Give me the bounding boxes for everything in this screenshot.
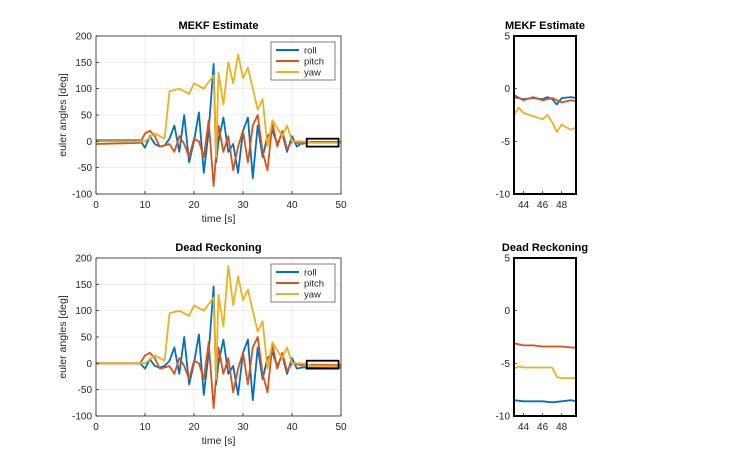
x-tick-label: 50: [335, 200, 347, 211]
y-tick-label: -10: [496, 190, 511, 201]
x-tick-label: 48: [556, 422, 568, 433]
legend-label-yaw: yaw: [304, 68, 321, 79]
series-line-series-2: [514, 365, 576, 379]
x-tick-label: 44: [518, 200, 530, 211]
series-line-yaw: [96, 53, 341, 158]
panel-dr-main: 0 10 20 30 40 50 -100 -50 0 50 100 150 200 Dead Recko…: [57, 242, 347, 447]
series-line-series-1: [514, 94, 576, 104]
chart-title: MEKF Estimate: [505, 20, 585, 32]
chart-title: MEKF Estimate: [178, 20, 258, 32]
chart-title: Dead Reckoning: [175, 242, 261, 254]
x-tick-label: 10: [139, 200, 151, 211]
legend-label-roll: roll: [304, 268, 317, 279]
axes-frame: [513, 257, 577, 417]
x-tick-label: 46: [537, 200, 549, 211]
y-tick-label: -100: [72, 190, 92, 201]
x-tick-label: 50: [335, 422, 347, 433]
y-axis-title: euler angles [deg]: [57, 73, 69, 157]
series-line-yaw: [96, 265, 341, 380]
legend-label-pitch: pitch: [304, 57, 324, 68]
y-tick-label: 50: [81, 111, 93, 122]
x-tick-label: 30: [237, 200, 249, 211]
x-tick-label: 0: [93, 422, 99, 433]
y-tick-label: -50: [78, 163, 93, 174]
plot-area: [514, 258, 576, 416]
y-tick-label: 200: [75, 32, 92, 43]
y-tick-label: 100: [75, 84, 92, 95]
y-tick-label: 5: [504, 254, 510, 265]
series-line-series-1: [514, 342, 576, 349]
x-axis-title: time [s]: [202, 435, 236, 447]
x-tick-label: 48: [556, 200, 568, 211]
x-tick-label: 0: [93, 200, 99, 211]
y-tick-label: 0: [86, 137, 92, 148]
panel-mekf-main: 0 10 20 30 40 50 -100 -50 0 50 100 150 200 MEKF Estim…: [57, 20, 347, 225]
zoom-region-box: [305, 359, 340, 370]
x-tick-label: 46: [537, 422, 549, 433]
y-tick-label: 0: [504, 84, 510, 95]
legend-label-yaw: yaw: [304, 290, 321, 301]
series-line-series-0: [514, 399, 576, 404]
series-line-pitch: [96, 336, 341, 409]
y-tick-label: 100: [75, 306, 92, 317]
y-tick-label: 0: [86, 359, 92, 370]
y-tick-label: -10: [496, 412, 511, 423]
y-axis-title: euler angles [deg]: [57, 295, 69, 379]
legend-label-roll: roll: [304, 46, 317, 57]
y-tick-label: 5: [504, 32, 510, 43]
y-tick-label: -5: [501, 359, 510, 370]
y-tick-label: -50: [78, 385, 93, 396]
plot-area: [514, 36, 576, 194]
x-tick-label: 20: [188, 200, 200, 211]
y-tick-label: 0: [504, 306, 510, 317]
y-tick-label: 50: [81, 333, 93, 344]
x-tick-label: 20: [188, 422, 200, 433]
axes-frame: [513, 35, 577, 195]
zoom-region-box: [305, 137, 340, 148]
x-tick-label: 44: [518, 422, 530, 433]
x-tick-label: 40: [286, 422, 298, 433]
x-axis-title: time [s]: [202, 213, 236, 225]
x-tick-label: 40: [286, 200, 298, 211]
y-tick-label: -5: [501, 137, 510, 148]
y-tick-label: 150: [75, 280, 92, 291]
series-line-pitch: [96, 114, 341, 187]
y-tick-label: -100: [72, 412, 92, 423]
y-tick-label: 200: [75, 254, 92, 265]
x-tick-label: 30: [237, 422, 249, 433]
chart-title: Dead Reckoning: [502, 242, 588, 254]
legend-box: [270, 263, 336, 303]
series-line-series-2: [514, 106, 576, 133]
legend-box: [270, 41, 336, 81]
y-tick-label: 150: [75, 58, 92, 69]
legend-label-pitch: pitch: [304, 279, 324, 290]
x-tick-label: 10: [139, 422, 151, 433]
